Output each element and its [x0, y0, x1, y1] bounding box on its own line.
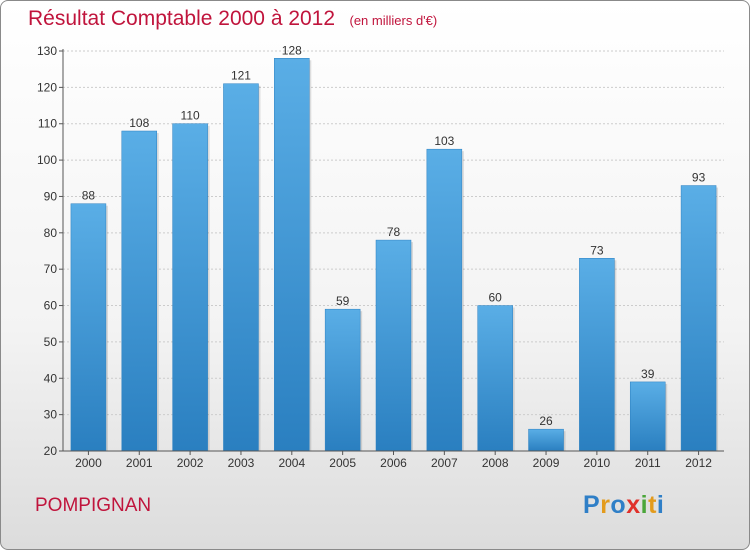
- x-tick-label: 2009: [533, 456, 560, 470]
- bar: [375, 239, 412, 452]
- bar: [477, 305, 513, 452]
- bar: [528, 428, 564, 452]
- x-tick-label: 2002: [177, 456, 204, 470]
- x-tick-label: 2006: [380, 456, 407, 470]
- bar: [274, 58, 310, 452]
- bar-value-label: 78: [387, 225, 401, 239]
- commune-name: POMPIGNAN: [35, 495, 152, 516]
- axes: [59, 49, 724, 455]
- x-tick-label: 2008: [482, 456, 509, 470]
- bar: [223, 83, 259, 452]
- x-tick-label: 2000: [75, 456, 102, 470]
- bar-value-label: 39: [641, 367, 655, 381]
- logo-letter: t: [648, 491, 657, 519]
- y-tick-label: 80: [44, 226, 58, 240]
- labels: 20 30 40 50 60 70 80 90 100 110 120 130 88 2000 108 200…: [37, 43, 712, 470]
- y-tick-label: 20: [44, 444, 58, 458]
- bar: [70, 203, 107, 452]
- logo-letter: r: [600, 491, 611, 519]
- logo-letter: o: [610, 491, 627, 519]
- y-tick-label: 30: [44, 408, 58, 422]
- proxiti-logo: Proxiti: [583, 491, 664, 520]
- x-tick-label: 2011: [635, 456, 661, 470]
- bar: [172, 123, 208, 452]
- bar-value-label: 93: [692, 171, 706, 185]
- y-tick-label: 70: [44, 262, 58, 276]
- bar: [579, 258, 615, 452]
- bars: [70, 58, 719, 452]
- y-tick-label: 130: [37, 44, 57, 58]
- bar-value-label: 88: [82, 189, 96, 203]
- chart-title-unit: (en milliers d'€): [349, 13, 438, 28]
- x-tick-label: 2004: [278, 456, 305, 470]
- bar-value-label: 59: [336, 294, 350, 308]
- x-tick-label: 2012: [685, 456, 712, 470]
- bar: [629, 381, 666, 452]
- bar-value-label: 110: [181, 109, 200, 123]
- bar-value-label: 73: [590, 243, 604, 257]
- bar: [426, 148, 463, 452]
- logo-letter: x: [626, 491, 641, 519]
- bar: [680, 185, 717, 452]
- logo-letter: i: [656, 491, 665, 519]
- bar-value-label: 128: [282, 43, 302, 57]
- x-tick-label: 2001: [126, 456, 153, 470]
- x-tick-label: 2007: [431, 456, 458, 470]
- x-tick-label: 2003: [228, 456, 255, 470]
- bar-value-label: 26: [539, 414, 553, 428]
- y-tick-label: 120: [37, 80, 57, 94]
- bar-value-label: 103: [434, 134, 454, 148]
- y-tick-label: 90: [44, 189, 58, 203]
- x-tick-label: 2010: [584, 456, 611, 470]
- logo-letter: P: [583, 491, 601, 519]
- y-tick-label: 40: [44, 371, 58, 385]
- logo-letter: i: [640, 491, 649, 519]
- x-tick-label: 2005: [329, 456, 356, 470]
- bar-value-label: 108: [129, 116, 149, 130]
- y-tick-label: 100: [37, 153, 57, 167]
- y-tick-label: 60: [44, 299, 58, 313]
- chart-title-main: Résultat Comptable 2000 à 2012: [28, 7, 336, 30]
- y-tick-label: 50: [44, 335, 58, 349]
- y-tick-label: 110: [38, 117, 57, 131]
- bar-value-label: 121: [231, 69, 251, 83]
- bar: [121, 130, 158, 452]
- bar-value-label: 60: [489, 291, 503, 305]
- chart-title: Résultat Comptable 2000 à 2012 (en milli…: [28, 7, 437, 31]
- bar: [324, 308, 361, 452]
